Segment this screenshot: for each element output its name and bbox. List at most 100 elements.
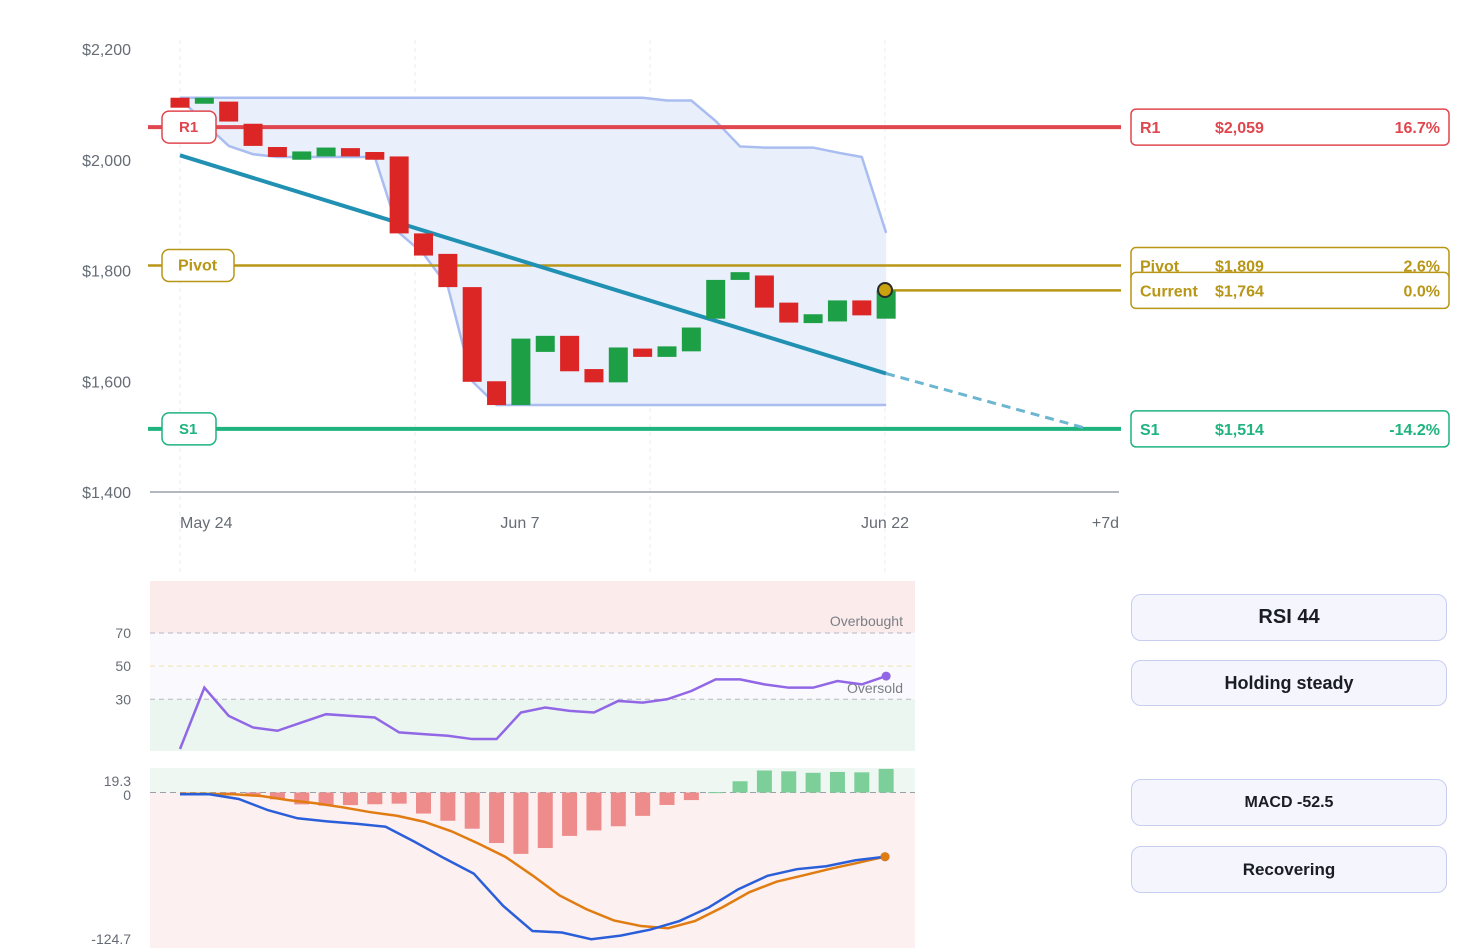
level-percent: 16.7% [1395,120,1440,137]
candle [681,327,701,352]
level-name: Current [1140,283,1198,300]
macd-histogram-bar [294,792,310,805]
candle [657,346,677,357]
price-axis-tick: $2,200 [82,42,131,59]
candle [462,287,482,382]
level-percent: 0.0% [1404,283,1440,300]
candle [730,272,750,280]
macd-histogram-bar [513,792,529,854]
macd-negative-zone [150,792,915,948]
macd-histogram-bar [854,772,870,793]
macd-card: MACD -52.5 [1131,779,1447,826]
candle [194,97,214,104]
date-axis-tick: +7d [1092,515,1119,532]
candle [511,338,531,406]
rsi-value-label: RSI 44 [1258,606,1320,628]
candle [219,101,239,122]
candle [292,151,312,160]
macd-histogram-bar [537,792,553,849]
rsi-end-point [881,671,891,681]
level-price: $1,764 [1215,283,1264,300]
date-axis-tick: Jun 7 [500,515,539,532]
candle [438,253,458,288]
candle [803,314,823,324]
candle [340,148,360,157]
macd-axis-tick: 0 [123,787,131,803]
macd-histogram-bar [829,771,845,793]
macd-status-card: Recovering [1131,846,1447,893]
macd-histogram-bar [269,792,285,800]
macd-histogram-bar [586,792,602,831]
rsi-overbought-zone [150,581,915,633]
macd-histogram-bar [708,792,724,794]
macd-histogram-bar [683,792,699,801]
macd-histogram-bar [342,792,358,806]
price-axis-tick: $1,400 [82,485,131,502]
macd-histogram-bar [464,792,480,829]
candle [487,381,507,406]
level-box-s1: S1 $1,514 -14.2% [1130,410,1450,448]
candle [852,300,872,316]
macd-histogram-bar [391,792,407,804]
level-tag-r1 [161,110,217,144]
candle [633,348,653,357]
candle [389,156,409,234]
candle [560,335,580,372]
level-box-frame [1130,410,1450,448]
macd-histogram-bar [489,792,505,844]
rsi-line [178,674,887,750]
candle [365,151,385,160]
candle [827,300,847,322]
level-tag-s1 [161,412,217,446]
macd-histogram-bar [781,771,797,793]
macd-histogram-bar [635,792,651,816]
macd-value-label: MACD -52.5 [1244,793,1334,811]
macd-histogram-bar [440,792,456,821]
macd-histogram-bar [805,772,821,793]
macd-histogram-bar [367,792,383,805]
macd-line [180,792,886,941]
macd-histogram-bar [245,792,261,796]
macd-histogram-bar [659,792,675,805]
trendline-projection [885,372,1089,431]
level-tag-label: R1 [179,119,198,136]
channel-upper-line [180,96,888,234]
level-price: $1,514 [1215,422,1264,439]
trendline [179,153,887,376]
macd-histogram-bar [610,792,626,827]
level-name: Pivot [1140,259,1180,276]
rsi-axis-tick: 30 [115,691,131,707]
rsi-overbought-label: Overbought [830,613,903,629]
macd-signal-line [179,792,886,930]
macd-axis-tick: 19.3 [104,773,131,789]
rsi-oversold-zone [150,699,915,751]
candle [706,279,726,319]
level-box-frame [1130,108,1450,146]
level-percent: -14.2% [1389,422,1440,439]
price-axis-tick: $2,000 [82,153,131,170]
candle [243,123,263,146]
macd-histogram-bar [318,792,334,806]
level-name: S1 [1140,422,1160,439]
macd-histogram-bar [732,781,748,793]
level-price: $2,059 [1215,120,1264,137]
candle [170,97,190,108]
candle [414,233,433,256]
candle [876,290,896,319]
rsi-status-label: Holding steady [1224,672,1354,693]
level-price: $1,809 [1215,259,1264,276]
date-axis-tick: May 24 [180,515,233,532]
candle [779,302,799,323]
rsi-card: RSI 44 [1131,594,1447,641]
rsi-axis-tick: 50 [115,658,131,674]
macd-axis-tick: -124.7 [91,931,131,947]
level-percent: 2.6% [1404,259,1440,276]
candle [754,275,774,308]
signal-end-point [880,852,890,862]
date-axis-tick: Jun 22 [861,515,909,532]
level-box-frame [1130,271,1450,310]
candle [267,147,287,157]
candle [316,147,336,157]
candle [608,347,628,383]
level-name: R1 [1140,120,1161,137]
